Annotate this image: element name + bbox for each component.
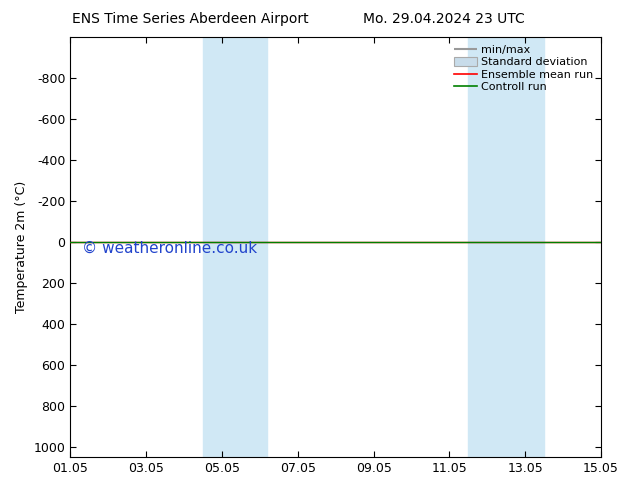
Bar xyxy=(469,37,544,457)
Bar xyxy=(203,37,268,457)
Text: ENS Time Series Aberdeen Airport: ENS Time Series Aberdeen Airport xyxy=(72,12,309,26)
Text: Mo. 29.04.2024 23 UTC: Mo. 29.04.2024 23 UTC xyxy=(363,12,525,26)
Legend: min/max, Standard deviation, Ensemble mean run, Controll run: min/max, Standard deviation, Ensemble me… xyxy=(452,43,595,94)
Y-axis label: Temperature 2m (°C): Temperature 2m (°C) xyxy=(15,181,28,313)
Text: © weatheronline.co.uk: © weatheronline.co.uk xyxy=(82,241,257,256)
